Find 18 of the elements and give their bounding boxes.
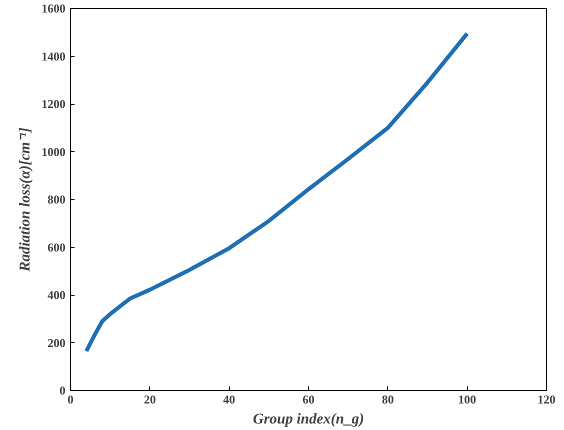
y-tick-label: 600 xyxy=(48,240,66,254)
x-tick-label: 20 xyxy=(144,392,156,406)
y-tick-label: 400 xyxy=(48,288,66,302)
x-tick-label: 120 xyxy=(538,392,556,406)
x-tick-label: 100 xyxy=(458,392,476,406)
y-tick-label: 1200 xyxy=(42,97,66,111)
y-tick-label: 1400 xyxy=(42,49,66,64)
y-tick-label: 1600 xyxy=(42,2,66,16)
x-tick-label: 80 xyxy=(382,392,394,406)
line-series xyxy=(84,32,470,354)
y-tick-label: 1000 xyxy=(42,144,66,159)
y-axis-title: Radiation loss(α)[cm⁻¹] xyxy=(18,127,34,273)
y-tick-label: 800 xyxy=(48,192,66,206)
y-tick-label: 0 xyxy=(60,384,66,398)
x-axis-title: Group index(n_g) xyxy=(252,412,364,428)
y-tick-label: 200 xyxy=(48,336,66,350)
x-tick-label: 60 xyxy=(302,392,314,406)
x-tick-label: 40 xyxy=(223,392,236,406)
